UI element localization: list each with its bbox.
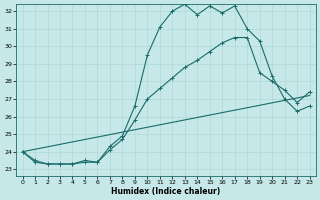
X-axis label: Humidex (Indice chaleur): Humidex (Indice chaleur): [111, 187, 221, 196]
